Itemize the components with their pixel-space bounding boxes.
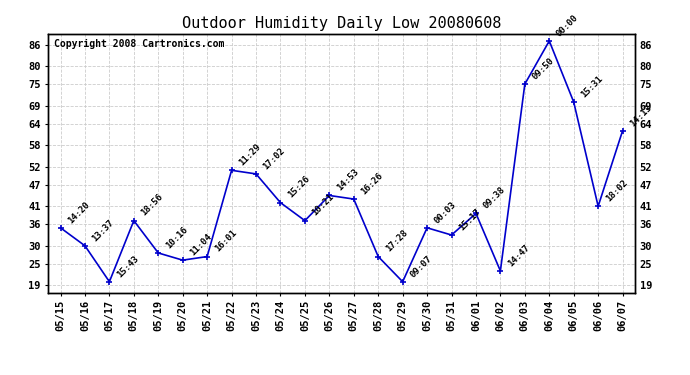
Text: 09:50: 09:50 xyxy=(531,56,555,81)
Text: 00:03: 00:03 xyxy=(433,200,458,225)
Text: 11:29: 11:29 xyxy=(237,142,262,168)
Text: 16:26: 16:26 xyxy=(359,171,385,196)
Text: Copyright 2008 Cartronics.com: Copyright 2008 Cartronics.com xyxy=(55,39,224,49)
Title: Outdoor Humidity Daily Low 20080608: Outdoor Humidity Daily Low 20080608 xyxy=(182,16,501,31)
Text: 10:21: 10:21 xyxy=(310,192,336,218)
Text: 18:02: 18:02 xyxy=(604,178,629,204)
Text: 14:53: 14:53 xyxy=(335,167,360,193)
Text: 15:17: 15:17 xyxy=(457,207,482,232)
Text: 13:37: 13:37 xyxy=(90,217,116,243)
Text: 16:01: 16:01 xyxy=(213,228,238,254)
Text: 15:26: 15:26 xyxy=(286,174,311,200)
Text: 14:20: 14:20 xyxy=(66,200,92,225)
Text: 10:16: 10:16 xyxy=(164,225,189,250)
Text: 15:31: 15:31 xyxy=(580,74,604,99)
Text: 17:28: 17:28 xyxy=(384,228,409,254)
Text: 14:13: 14:13 xyxy=(628,103,653,128)
Text: 11:04: 11:04 xyxy=(188,232,214,257)
Text: 15:43: 15:43 xyxy=(115,254,140,279)
Text: 00:00: 00:00 xyxy=(555,13,580,38)
Text: 09:07: 09:07 xyxy=(408,254,433,279)
Text: 14:47: 14:47 xyxy=(506,243,531,268)
Text: 17:02: 17:02 xyxy=(262,146,287,171)
Text: 18:56: 18:56 xyxy=(139,192,165,218)
Text: 09:38: 09:38 xyxy=(482,185,507,211)
